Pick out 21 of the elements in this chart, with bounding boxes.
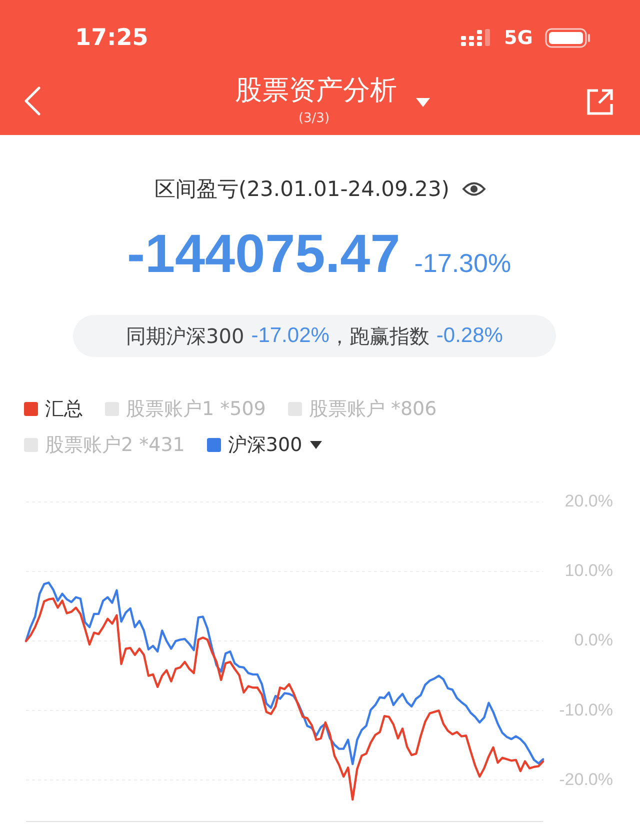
text: 17:25 bbox=[75, 24, 148, 52]
text: -0.28% bbox=[436, 324, 503, 348]
y-tick-label: -10.0% bbox=[559, 700, 613, 720]
text: -17.30% bbox=[414, 248, 512, 279]
legend-label: 汇总 bbox=[45, 397, 83, 422]
text: -17.02% bbox=[251, 324, 330, 348]
legend-label: 股票账户 *806 bbox=[308, 397, 437, 422]
y-tick-label: 0.0% bbox=[574, 630, 613, 650]
chart-subtitle: (3/3) bbox=[297, 110, 331, 127]
legend-label: 沪深300 bbox=[228, 433, 302, 458]
text: 5G bbox=[504, 26, 533, 50]
text: 同期沪深300 bbox=[126, 322, 244, 350]
text: ，跑赢指数 bbox=[329, 322, 430, 350]
legend-label: 股票账户1 *509 bbox=[126, 397, 266, 422]
text: -144075.47 bbox=[127, 223, 400, 286]
text: 区间盈亏(23.01.01-24.09.23) bbox=[154, 176, 450, 203]
legend-label: 股票账户2 *431 bbox=[45, 433, 185, 458]
y-tick-label: -20.0% bbox=[559, 770, 613, 789]
y-tick-label: 20.0% bbox=[564, 492, 613, 511]
chart-title: 股票资产分析 bbox=[235, 74, 397, 108]
y-tick-label: 10.0% bbox=[564, 561, 613, 580]
